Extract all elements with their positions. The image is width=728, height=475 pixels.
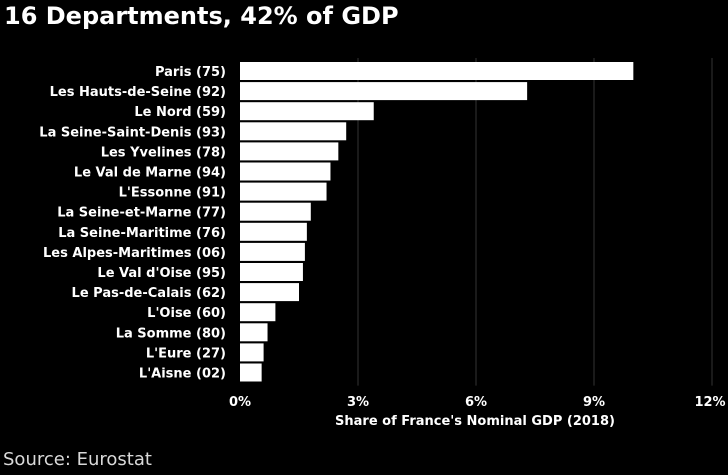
- bar: [240, 303, 276, 322]
- bar: [240, 343, 264, 362]
- category-label: La Seine-Saint-Denis (93): [39, 125, 226, 140]
- bar: [240, 122, 347, 141]
- gridlines: [357, 58, 713, 386]
- bar: [240, 182, 327, 201]
- bar: [240, 242, 305, 261]
- category-label: Le Nord (59): [134, 105, 226, 120]
- chart-title: 16 Departments, 42% of GDP: [4, 2, 399, 30]
- bar: [240, 202, 311, 221]
- bar: [240, 283, 299, 302]
- x-tick-labels: 0% 3% 6% 9% 12%: [229, 395, 726, 410]
- category-label: Paris (75): [155, 65, 226, 80]
- category-label: La Seine-Maritime (76): [58, 226, 226, 241]
- bar: [240, 263, 303, 281]
- category-label: Les Yvelines (78): [101, 145, 226, 160]
- x-tick-label: 12%: [694, 395, 725, 410]
- category-label: Les Alpes-Maritimes (06): [43, 246, 226, 261]
- category-label: L'Oise (60): [147, 306, 226, 321]
- category-label: L'Essonne (91): [119, 186, 226, 201]
- category-label: La Somme (80): [116, 326, 226, 341]
- category-label: Le Val de Marne (94): [74, 166, 226, 181]
- bar: [240, 62, 634, 80]
- x-tick-label: 3%: [347, 395, 369, 410]
- bar: [240, 363, 262, 382]
- bars: [240, 62, 634, 382]
- x-tick-label: 0%: [229, 395, 251, 410]
- bar: [240, 323, 268, 342]
- category-label: L'Eure (27): [146, 346, 226, 361]
- bar: [240, 82, 528, 101]
- category-label: L'Aisne (02): [139, 367, 226, 382]
- bar: [240, 222, 307, 241]
- source-note: Source: Eurostat: [3, 449, 152, 470]
- x-tick-label: 6%: [465, 395, 487, 410]
- category-label: Le Val d'Oise (95): [97, 266, 226, 281]
- category-label: La Seine-et-Marne (77): [57, 206, 226, 221]
- category-label: Le Pas-de-Calais (62): [72, 286, 226, 301]
- bar: [240, 162, 331, 181]
- bar: [240, 142, 339, 161]
- category-label: Les Hauts-de-Seine (92): [50, 85, 226, 100]
- category-labels: Paris (75) Les Hauts-de-Seine (92) Le Nord…: [39, 65, 226, 382]
- x-tick-label: 9%: [583, 395, 605, 410]
- x-axis-label: Share of France's Nominal GDP (2018): [335, 414, 615, 429]
- bar: [240, 102, 374, 121]
